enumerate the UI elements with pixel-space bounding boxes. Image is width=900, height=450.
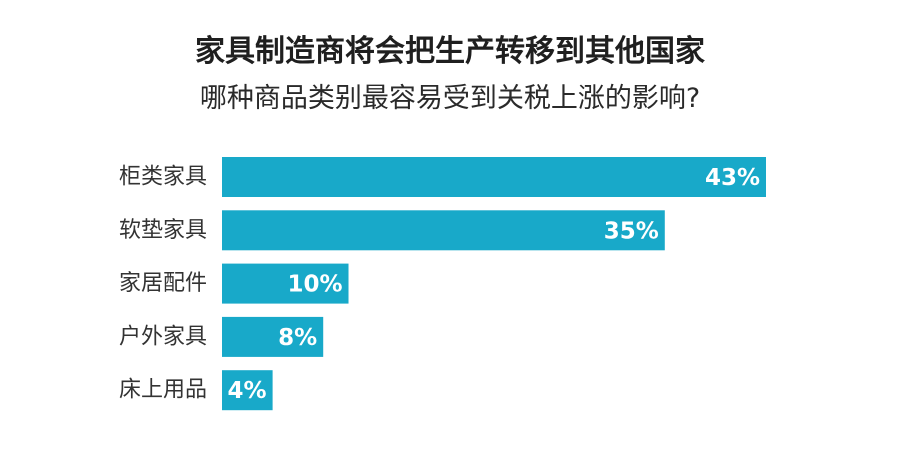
bar-value-label: 8% [278,325,317,351]
bar [222,210,665,251]
bar-value-label: 35% [604,218,659,244]
bar [222,316,324,357]
bar-value-label: 4% [228,378,267,404]
bar [222,263,349,304]
bar [222,157,766,197]
chart-subtitle: 哪种商品类别最容易受到关税上涨的影响? [199,83,701,114]
bar-value-label: 43% [705,165,760,191]
category-label: 家居配件 [119,271,207,296]
category-label: 软垫家具 [119,218,207,243]
bar-value-label: 10% [287,272,342,298]
category-label: 床上用品 [119,378,207,403]
chart-title: 家具制造商将会把生产转移到其他国家 [195,34,705,69]
bar [222,370,273,411]
category-label: 户外家具 [119,324,207,349]
category-label: 柜类家具 [119,165,207,190]
